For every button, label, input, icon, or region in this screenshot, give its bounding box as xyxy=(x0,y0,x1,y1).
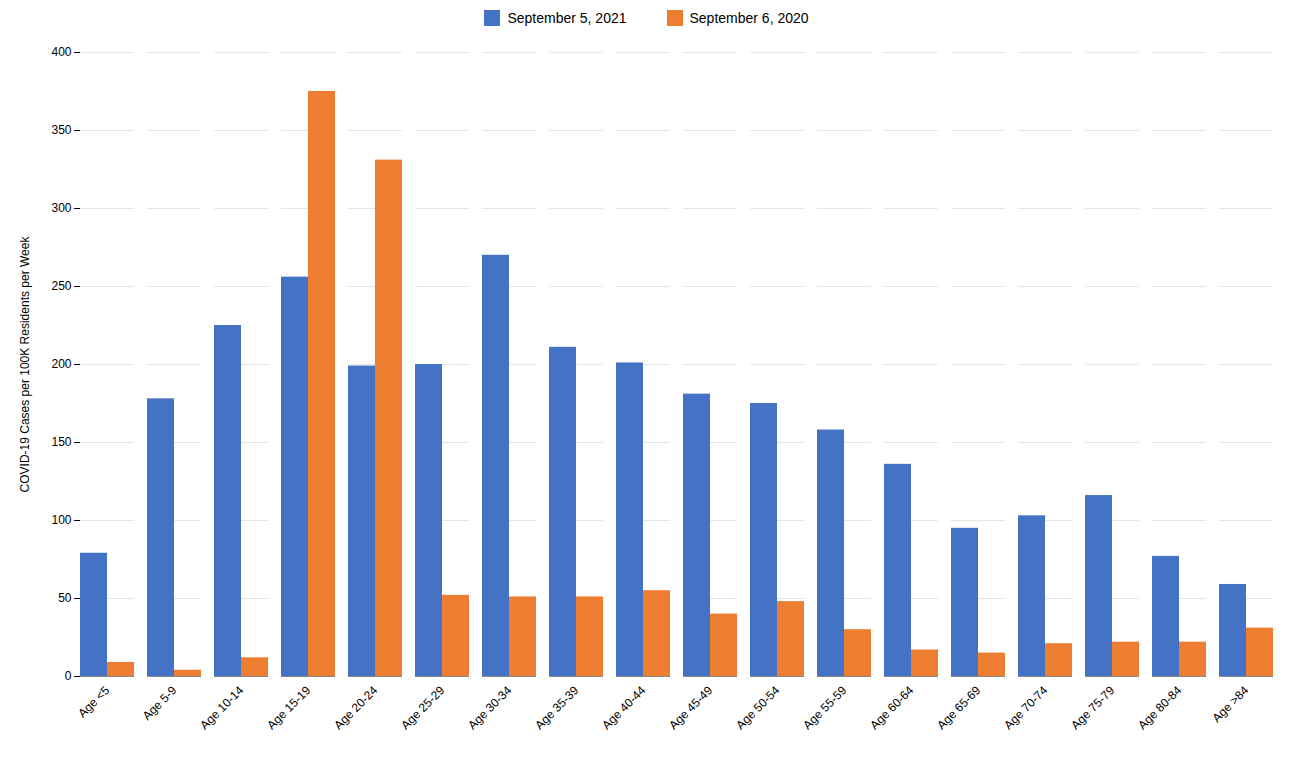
svg-text:Age 40-44: Age 40-44 xyxy=(599,683,648,732)
svg-text:Age 55-59: Age 55-59 xyxy=(800,683,849,732)
svg-text:200: 200 xyxy=(51,357,71,371)
svg-text:Age 75-79: Age 75-79 xyxy=(1068,683,1117,732)
svg-text:150: 150 xyxy=(51,435,71,449)
html-text:September 6, 2020: September 6, 2020 xyxy=(689,10,809,26)
svg-text:250: 250 xyxy=(51,279,71,293)
svg-text:Age 60-64: Age 60-64 xyxy=(867,683,916,732)
svg-text:0: 0 xyxy=(65,669,72,683)
svg-text:Age 65-69: Age 65-69 xyxy=(934,683,983,732)
svg-text:300: 300 xyxy=(51,201,71,215)
svg-text:Age 15-19: Age 15-19 xyxy=(264,683,313,732)
svg-text:Age 10-14: Age 10-14 xyxy=(197,683,246,732)
svg-text:Age 35-39: Age 35-39 xyxy=(532,683,581,732)
svg-text:350: 350 xyxy=(51,123,71,137)
svg-text:Age 50-54: Age 50-54 xyxy=(733,683,782,732)
svg-text:Age 80-84: Age 80-84 xyxy=(1135,683,1184,732)
svg-text:Age 20-24: Age 20-24 xyxy=(331,683,380,732)
html-text:September 5, 2021: September 5, 2021 xyxy=(507,10,627,26)
svg-text:Age 5-9: Age 5-9 xyxy=(140,683,180,723)
svg-text:Age >84: Age >84 xyxy=(1210,683,1252,725)
svg-text:400: 400 xyxy=(51,45,71,59)
svg-text:Age 45-49: Age 45-49 xyxy=(666,683,715,732)
svg-text:50: 50 xyxy=(58,591,72,605)
svg-text:COVID-19 Cases per 100K Reside: COVID-19 Cases per 100K Residents per We… xyxy=(18,236,32,493)
svg-text:100: 100 xyxy=(51,513,71,527)
svg-text:Age <5: Age <5 xyxy=(75,683,112,720)
svg-text:Age 30-34: Age 30-34 xyxy=(465,683,514,732)
svg-text:Age 25-29: Age 25-29 xyxy=(398,683,447,732)
svg-text:Age 70-74: Age 70-74 xyxy=(1001,683,1050,732)
